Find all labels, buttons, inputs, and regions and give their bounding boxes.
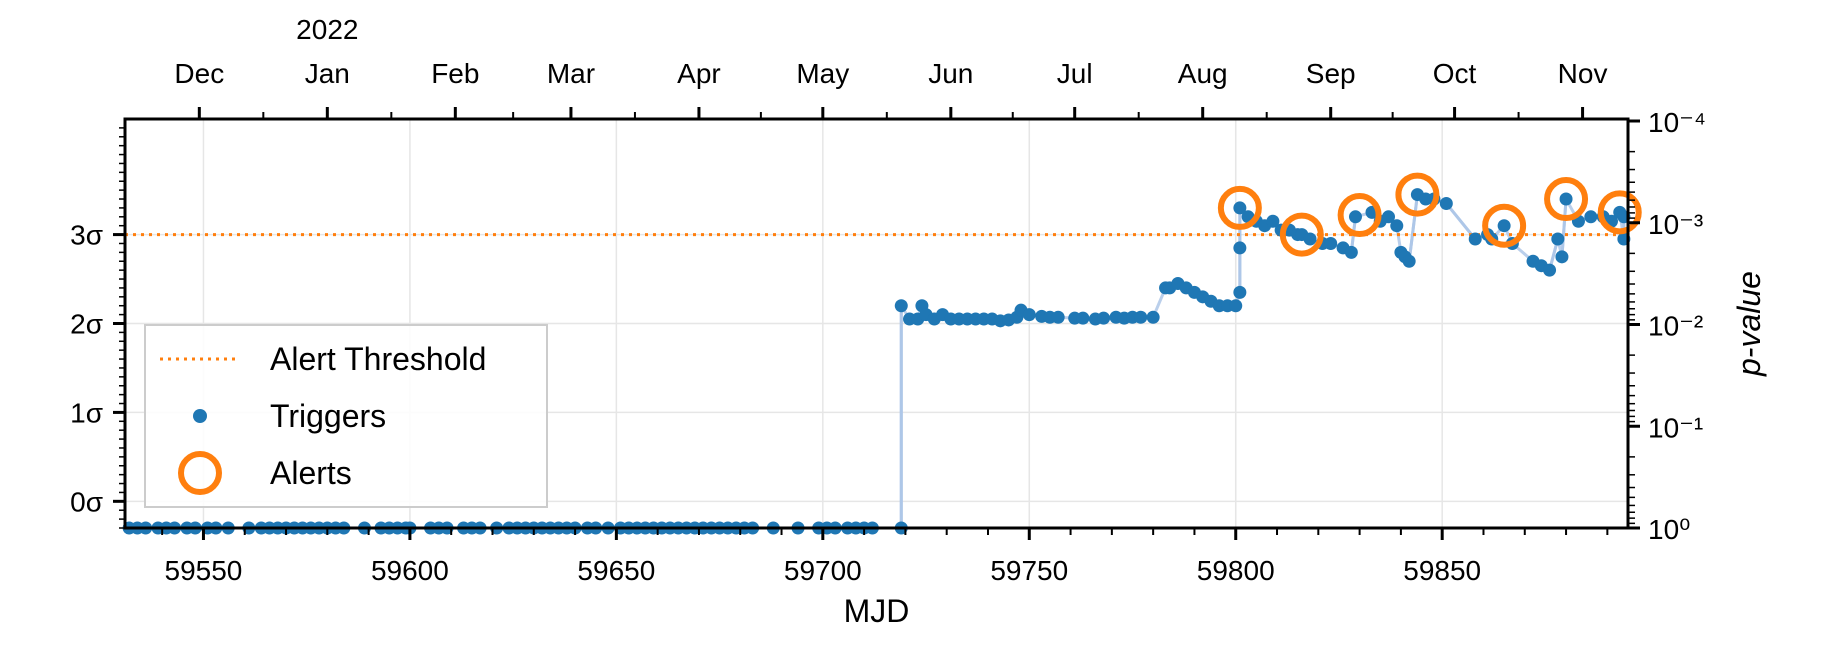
x-tick-label: 59550: [165, 555, 243, 586]
top-month-label: Oct: [1433, 58, 1477, 89]
y-left-tick-label: 2σ: [70, 309, 103, 340]
y-right-tick-label: 10⁻⁴: [1648, 107, 1706, 138]
trigger-point: [1344, 245, 1358, 259]
alert-ring: [1597, 190, 1642, 235]
alert-ring: [1482, 203, 1527, 248]
top-month-label: Apr: [677, 58, 721, 89]
top-month-label: Jan: [305, 58, 350, 89]
trigger-point: [1382, 210, 1396, 224]
top-month-label: Sep: [1306, 58, 1356, 89]
x-tick-label: 59750: [990, 555, 1068, 586]
legend: Alert Threshold Triggers Alerts: [144, 324, 548, 508]
y-right-tick-label: 10⁻²: [1648, 311, 1703, 342]
y-left-tick-label: 3σ: [70, 220, 103, 251]
x-tick-label: 59700: [784, 555, 862, 586]
trigger-point: [1390, 219, 1404, 233]
legend-label-alerts: Alerts: [270, 455, 352, 491]
top-month-label: Feb: [431, 58, 479, 89]
trigger-point: [1551, 232, 1565, 246]
trigger-point: [1555, 250, 1569, 264]
legend-label-triggers: Triggers: [270, 398, 386, 434]
trigger-point: [1266, 214, 1280, 228]
trigger-point: [1076, 311, 1090, 325]
alert-ring: [1337, 193, 1382, 238]
trigger-point: [1229, 299, 1243, 313]
trigger-point: [1233, 201, 1247, 215]
x-tick-label: 59800: [1197, 555, 1275, 586]
legend-box: [144, 324, 548, 508]
trigger-point: [1348, 210, 1362, 224]
trigger-point: [1233, 285, 1247, 299]
trigger-point: [1233, 241, 1247, 255]
top-month-label: Jun: [928, 58, 973, 89]
trigger-connector-segment: [1407, 194, 1419, 262]
trigger-point: [1402, 254, 1416, 268]
trigger-point: [1559, 192, 1573, 206]
y-right-tick-label: 10⁰: [1648, 514, 1690, 545]
y-right-tick-label: 10⁻¹: [1648, 412, 1703, 443]
trigger-point: [1146, 310, 1160, 324]
right-axis-title: p-value: [1731, 271, 1767, 377]
trigger-point: [1439, 196, 1453, 210]
alert-ring: [1395, 172, 1440, 217]
top-month-label: Dec: [174, 58, 224, 89]
trigger-point: [1051, 310, 1065, 324]
trigger-point: [1097, 311, 1111, 325]
trigger-point: [1134, 310, 1148, 324]
trigger-point: [1584, 210, 1598, 224]
trigger-points: [122, 188, 1631, 535]
legend-label-threshold: Alert Threshold: [270, 341, 486, 377]
legend-trigger-swatch: [193, 409, 207, 423]
y-left-tick-label: 0σ: [70, 486, 103, 517]
trigger-point: [894, 299, 908, 313]
trigger-point: [1022, 308, 1036, 322]
top-month-label: May: [796, 58, 849, 89]
alert-ring: [1544, 177, 1589, 222]
trigger-connector-segment: [1560, 198, 1568, 257]
y-left-tick-label: 1σ: [70, 397, 103, 428]
top-month-label: Aug: [1178, 58, 1228, 89]
top-month-label: Mar: [547, 58, 595, 89]
trigger-point: [1543, 263, 1557, 277]
trigger-point: [1303, 232, 1317, 246]
top-month-label: Jul: [1057, 58, 1093, 89]
alert-rings: [1217, 172, 1642, 257]
axes: 59550 59600 59650 59700 59750 59800 59850 Dec Ja…: [70, 58, 1706, 586]
x-tick-label: 59600: [371, 555, 449, 586]
trigger-point: [1497, 219, 1511, 233]
y-right-tick-label: 10⁻³: [1648, 209, 1703, 240]
top-month-label: Nov: [1558, 58, 1608, 89]
trigger-point: [1324, 236, 1338, 250]
trigger-point: [1468, 232, 1482, 246]
x-axis-title: MJD: [844, 593, 910, 629]
legend-alert-swatch: [178, 451, 222, 495]
x-tick-label: 59850: [1403, 555, 1481, 586]
alert-ring: [1217, 185, 1262, 230]
alert-ring: [1279, 212, 1324, 257]
x-tick-label: 59650: [577, 555, 655, 586]
top-year-label: 2022: [296, 14, 358, 45]
